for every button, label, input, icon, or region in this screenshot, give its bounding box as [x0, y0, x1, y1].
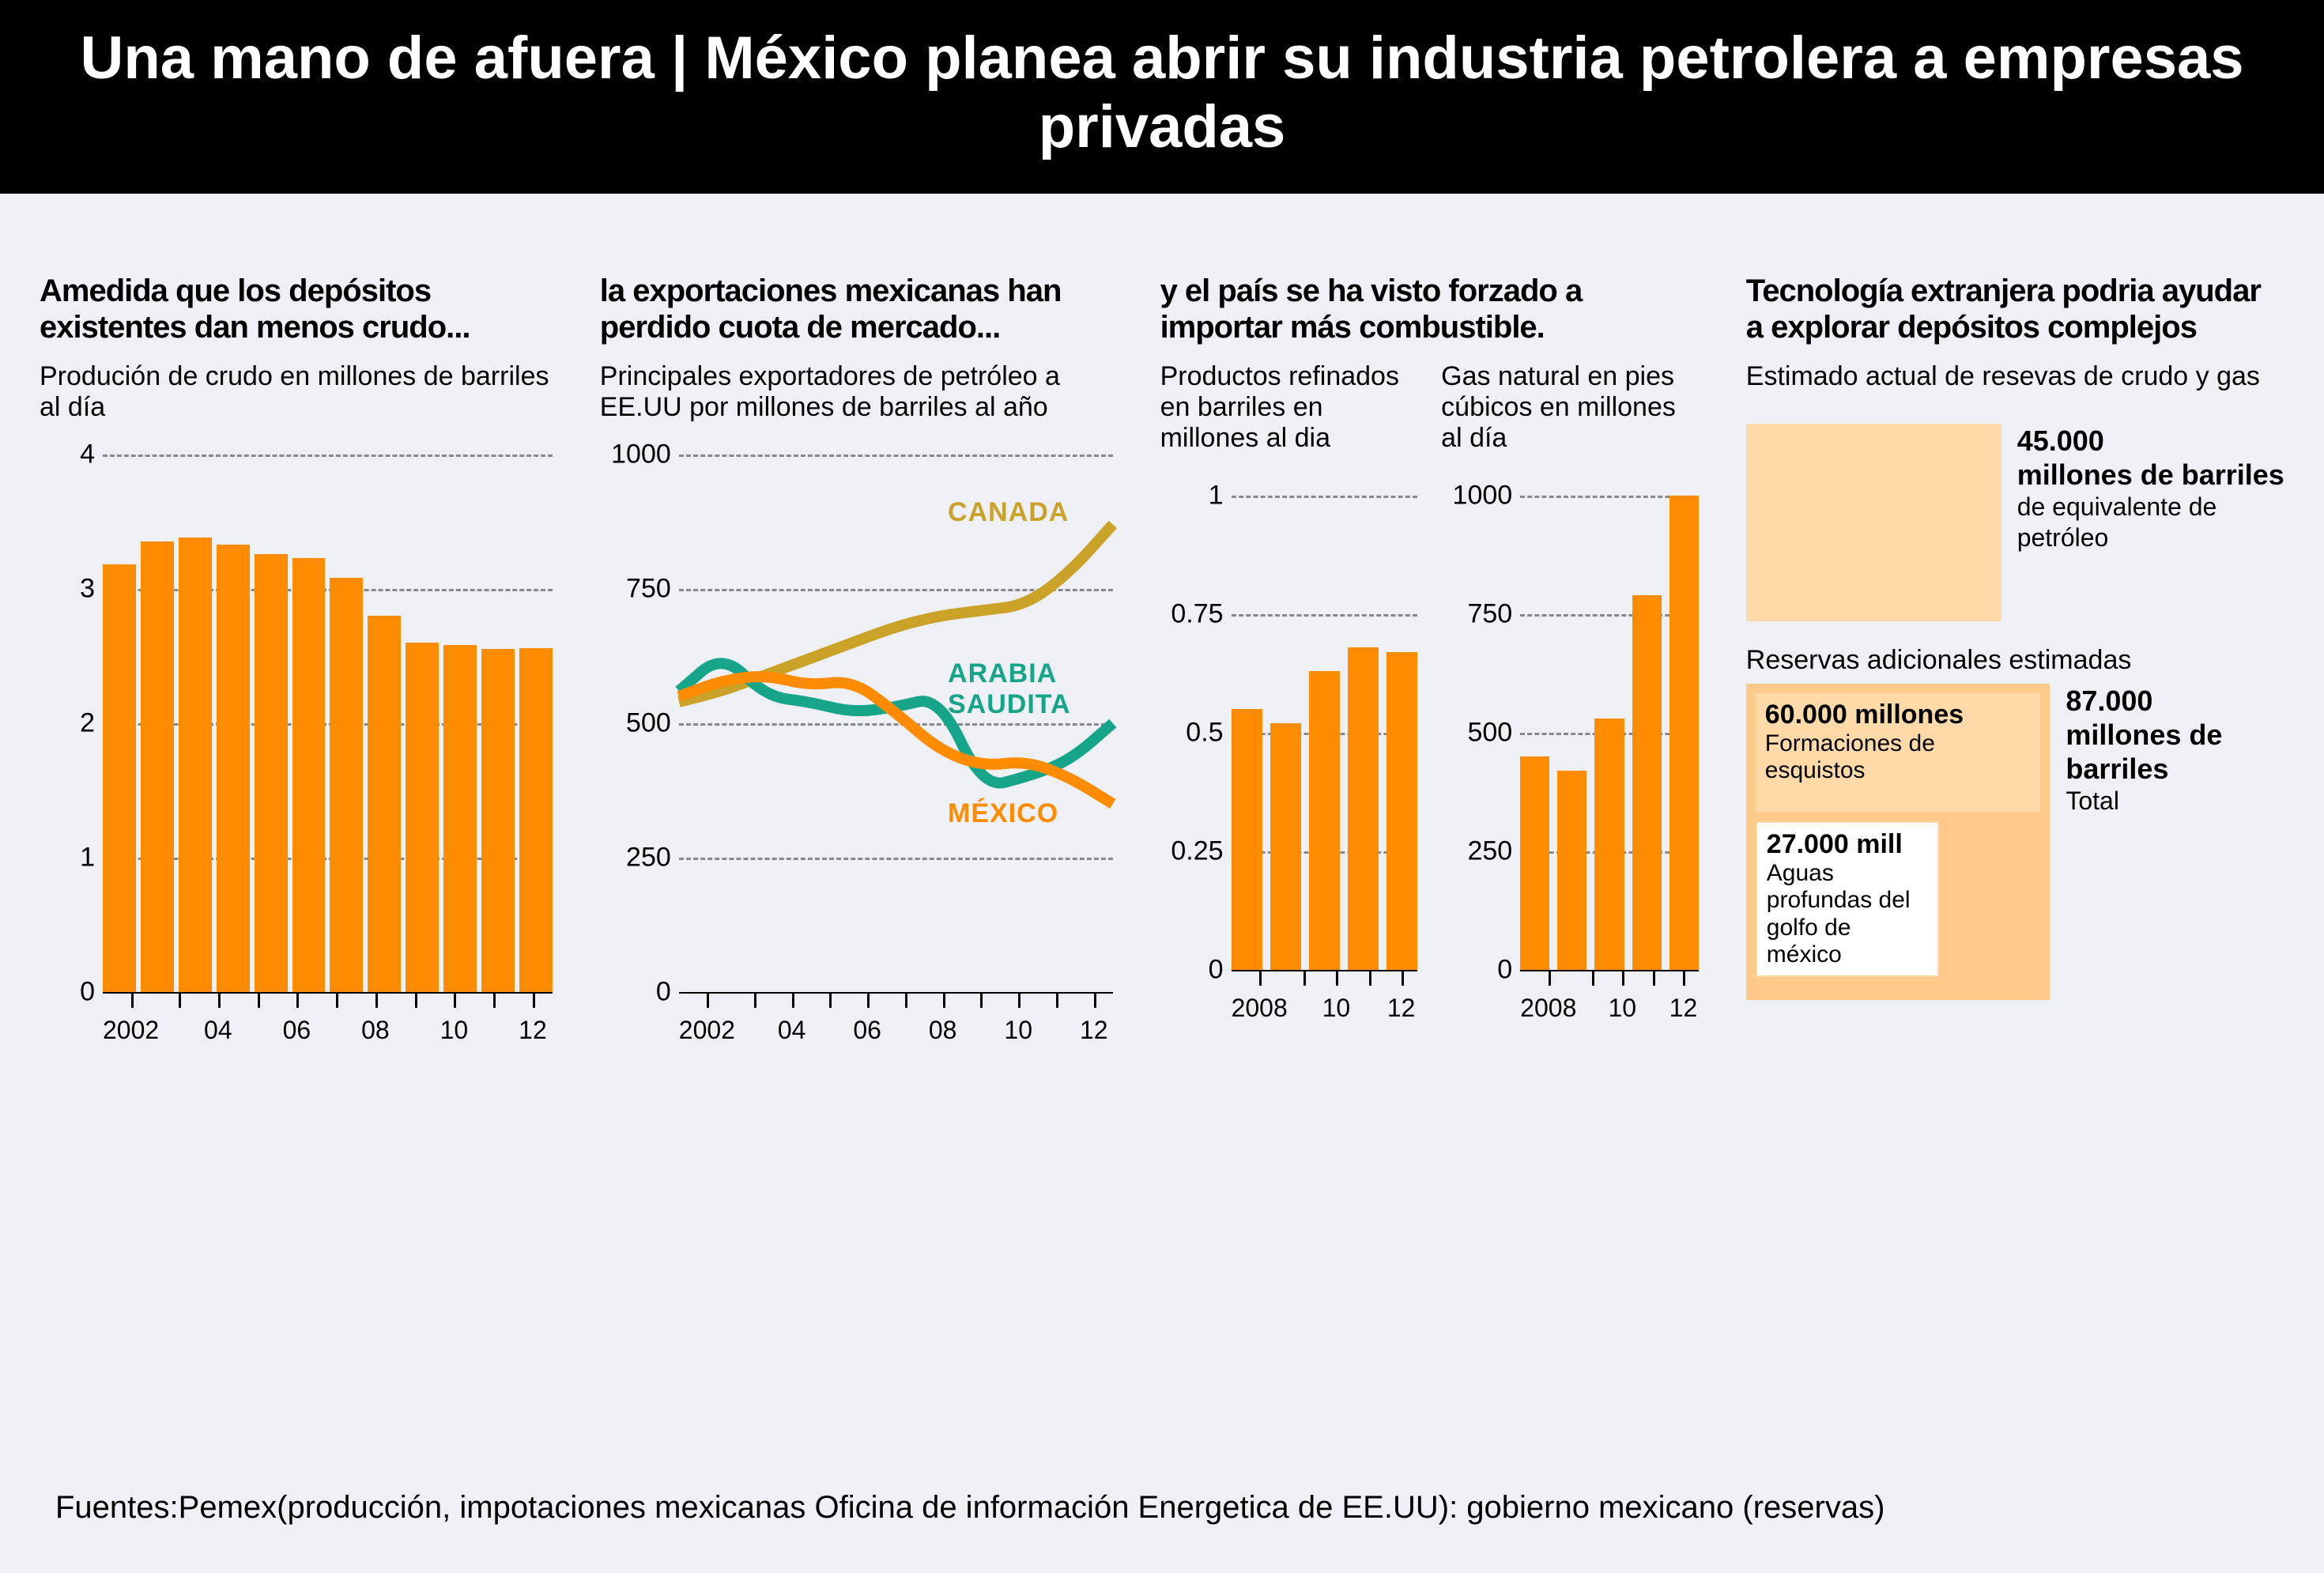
series-label-mexico: MÉXICO — [948, 798, 1058, 829]
deepwater-reserves-box: 27.000 millAguas profundas del golfo de … — [1756, 821, 1940, 977]
content-row: Amedida que los depósitos existentes dan… — [0, 194, 2324, 1024]
current-reserves-box — [1746, 424, 2001, 621]
total-reserves-label: 87.000 millones de barriles Total — [2066, 684, 2284, 817]
bar — [1520, 756, 1549, 970]
bar — [443, 645, 477, 992]
bar — [292, 558, 326, 992]
natural-gas-chart: 0250500750100020081012 — [1441, 496, 1699, 970]
bar — [141, 541, 174, 992]
current-reserves-block: 45.000 millones de barriles de equivalen… — [1746, 424, 2284, 621]
bar — [519, 648, 553, 992]
sources-footnote: Fuentes:Pemex(producción, impotaciones m… — [55, 1490, 2269, 1526]
panel-exporters: la exportaciones mexicanas han perdido c… — [600, 273, 1113, 1024]
bar — [1309, 671, 1340, 970]
shale-reserves-box: 60.000 millonesFormaciones de esquistos — [1756, 693, 2041, 812]
bar — [1270, 723, 1301, 970]
bar — [179, 538, 212, 992]
panel1-headline: Amedida que los depósitos existentes dan… — [40, 273, 553, 345]
bar — [255, 554, 288, 992]
bar — [406, 643, 439, 992]
panel-crude-production: Amedida que los depósitos existentes dan… — [40, 273, 553, 1024]
panel2-headline: la exportaciones mexicanas han perdido c… — [600, 273, 1113, 345]
exporters-line-chart: 02505007501000CANADAARABIA SAUDITAMÉXICO… — [600, 455, 1113, 992]
bar — [1669, 496, 1699, 970]
panel3-sub-right: Gas natural en pies cúbicos en millones … — [1441, 361, 1699, 464]
panel4-headline: Tecnología extranjera podria ayudar a ex… — [1746, 273, 2284, 345]
bar — [1386, 652, 1417, 970]
current-reserves-label: 45.000 millones de barriles de equivalen… — [2017, 424, 2284, 553]
series-label-saudi: ARABIA SAUDITA — [948, 658, 1113, 720]
panel3-headline: y el país se ha visto forzado a importar… — [1160, 273, 1699, 345]
series-label-canada: CANADA — [948, 497, 1069, 528]
panel3-sub-left: Productos refinados en barriles en millo… — [1160, 361, 1418, 464]
panel-reserves: Tecnología extranjera podria ayudar a ex… — [1746, 273, 2284, 1024]
bar — [330, 578, 363, 992]
bar — [481, 649, 515, 992]
panel4-sub: Estimado actual de resevas de crudo y ga… — [1746, 361, 2284, 392]
bar — [1632, 595, 1662, 970]
panel1-sub: Produción de crudo en millones de barril… — [40, 361, 553, 423]
additional-reserves-title: Reservas adicionales estimadas — [1746, 645, 2284, 676]
bar — [368, 616, 401, 992]
bar — [1557, 771, 1586, 970]
bar — [1232, 709, 1262, 970]
bar — [1594, 719, 1624, 970]
bar — [103, 564, 136, 992]
bar — [217, 545, 250, 992]
additional-reserves-box: 60.000 millonesFormaciones de esquistos2… — [1746, 684, 2050, 1000]
crude-production-chart: 0123420020406081012 — [40, 455, 553, 992]
panel2-sub: Principales exportadores de petróleo a E… — [600, 361, 1113, 423]
additional-reserves-block: 60.000 millonesFormaciones de esquistos2… — [1746, 684, 2284, 1000]
refined-products-chart: 00.250.50.75120081012 — [1160, 496, 1418, 970]
bar — [1348, 647, 1379, 970]
panel-imports: y el país se ha visto forzado a importar… — [1160, 273, 1699, 1024]
page-title: Una mano de afuera | México planea abrir… — [0, 0, 2324, 194]
